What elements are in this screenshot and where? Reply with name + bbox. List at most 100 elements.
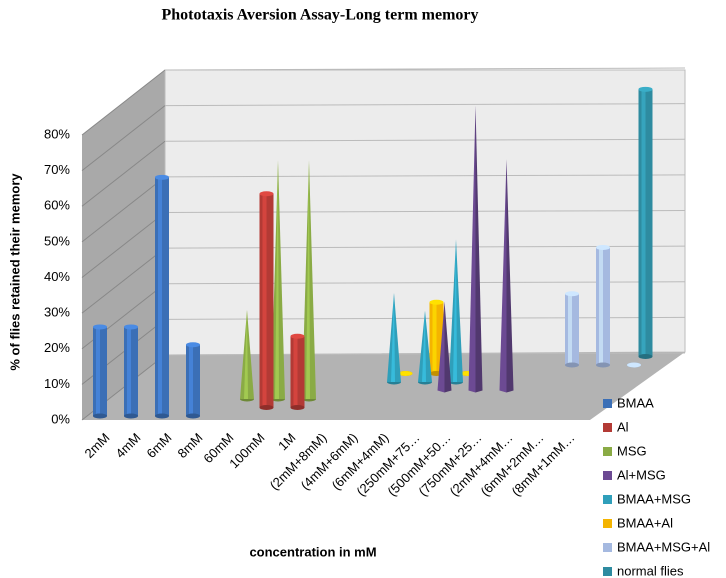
bar bbox=[290, 333, 305, 410]
y-tick-label: 40% bbox=[44, 269, 70, 284]
bar bbox=[468, 105, 483, 393]
bar-base bbox=[93, 413, 107, 419]
grid-line bbox=[164, 210, 686, 213]
grid-line bbox=[81, 247, 166, 314]
bar-base bbox=[290, 405, 305, 410]
x-tick-label: 1M bbox=[275, 430, 298, 453]
cone-highlight bbox=[453, 239, 457, 382]
cone-highlight bbox=[275, 160, 279, 399]
bar-top bbox=[627, 362, 641, 368]
bar-top bbox=[124, 324, 138, 330]
legend-label: BMAA+MSG bbox=[617, 491, 691, 506]
legend-swatch bbox=[603, 567, 612, 576]
x-axis-label: concentration in mM bbox=[249, 544, 376, 559]
y-tick-label: 20% bbox=[44, 340, 70, 355]
y-tick-label: 60% bbox=[44, 198, 70, 213]
chart-title: Phototaxis Aversion Assay-Long term memo… bbox=[162, 7, 479, 24]
y-axis-label: % of flies retained their memory bbox=[7, 173, 22, 371]
bar-top bbox=[429, 299, 444, 305]
x-tick-label: 2mM bbox=[82, 430, 113, 461]
legend-swatch bbox=[603, 423, 612, 432]
bar bbox=[387, 292, 401, 385]
bar bbox=[638, 86, 653, 359]
bar-top bbox=[259, 191, 274, 197]
bar bbox=[155, 174, 169, 419]
bar bbox=[240, 309, 254, 402]
grid-line bbox=[164, 174, 686, 178]
grid-line bbox=[164, 67, 686, 71]
y-tick-label: 30% bbox=[44, 305, 70, 320]
bar bbox=[302, 160, 316, 402]
pyramid-left bbox=[499, 158, 507, 393]
bar-base bbox=[124, 413, 138, 419]
bar-top bbox=[596, 244, 610, 250]
bar-base bbox=[638, 354, 653, 359]
pyramid-right bbox=[444, 301, 452, 393]
bar bbox=[186, 342, 200, 419]
bar-base bbox=[259, 405, 274, 410]
legend-swatch bbox=[603, 471, 612, 480]
bar-top bbox=[398, 371, 413, 376]
grid-line bbox=[81, 105, 166, 172]
grid-line bbox=[81, 140, 166, 207]
bar bbox=[398, 371, 413, 376]
legend-label: BMAA bbox=[617, 395, 654, 410]
cone-highlight bbox=[306, 160, 310, 399]
bar-top bbox=[155, 174, 169, 180]
pyramid-left bbox=[468, 105, 476, 393]
pyramid-right bbox=[475, 105, 483, 393]
bar-highlight bbox=[641, 89, 646, 357]
cone-highlight bbox=[391, 292, 395, 382]
bar bbox=[596, 244, 610, 368]
bar bbox=[565, 291, 579, 368]
bar-highlight bbox=[127, 326, 131, 416]
bar bbox=[259, 191, 274, 410]
y-tick-label: 70% bbox=[44, 162, 70, 177]
bar-highlight bbox=[262, 193, 267, 408]
x-tick-label: 4mM bbox=[113, 430, 144, 461]
legend-label: Al bbox=[617, 419, 629, 434]
bar-highlight bbox=[568, 293, 572, 365]
grid-line bbox=[164, 138, 686, 142]
grid-line bbox=[81, 212, 166, 278]
bar-top bbox=[93, 324, 107, 330]
bar-highlight bbox=[189, 344, 193, 416]
bar-top bbox=[290, 333, 305, 339]
bar-base bbox=[155, 413, 169, 419]
bar bbox=[627, 362, 641, 368]
grid-line bbox=[81, 69, 166, 136]
cone-highlight bbox=[244, 309, 248, 399]
bar-base bbox=[596, 362, 610, 368]
bar-top bbox=[565, 291, 579, 297]
bar-highlight bbox=[432, 302, 437, 374]
bar bbox=[93, 324, 107, 419]
y-tick-label: 80% bbox=[44, 126, 70, 141]
bar-highlight bbox=[599, 247, 603, 365]
floor bbox=[82, 352, 685, 420]
bar-top bbox=[186, 342, 200, 348]
legend-swatch bbox=[603, 447, 612, 456]
y-tick-label: 10% bbox=[44, 376, 70, 391]
bar-base bbox=[565, 362, 579, 368]
legend-label: BMAA+MSG+Al bbox=[617, 539, 710, 554]
y-tick-label: 0% bbox=[51, 411, 70, 426]
bar-highlight bbox=[158, 177, 162, 416]
bar-top bbox=[638, 86, 653, 92]
bar-highlight bbox=[96, 326, 100, 416]
legend-label: BMAA+Al bbox=[617, 515, 673, 530]
x-tick-label: 100mM bbox=[226, 430, 267, 471]
legend-label: MSG bbox=[617, 443, 647, 458]
bar bbox=[449, 239, 463, 385]
legend-swatch bbox=[603, 399, 612, 408]
pyramid-left bbox=[437, 301, 445, 393]
bar bbox=[271, 160, 285, 402]
legend-swatch bbox=[603, 495, 612, 504]
legend-swatch bbox=[603, 543, 612, 552]
bar-base bbox=[186, 413, 200, 419]
legend-swatch bbox=[603, 519, 612, 528]
grid-line bbox=[164, 103, 686, 107]
y-tick-label: 50% bbox=[44, 233, 70, 248]
legend-label: Al+MSG bbox=[617, 467, 666, 482]
pyramid-right bbox=[506, 158, 514, 393]
